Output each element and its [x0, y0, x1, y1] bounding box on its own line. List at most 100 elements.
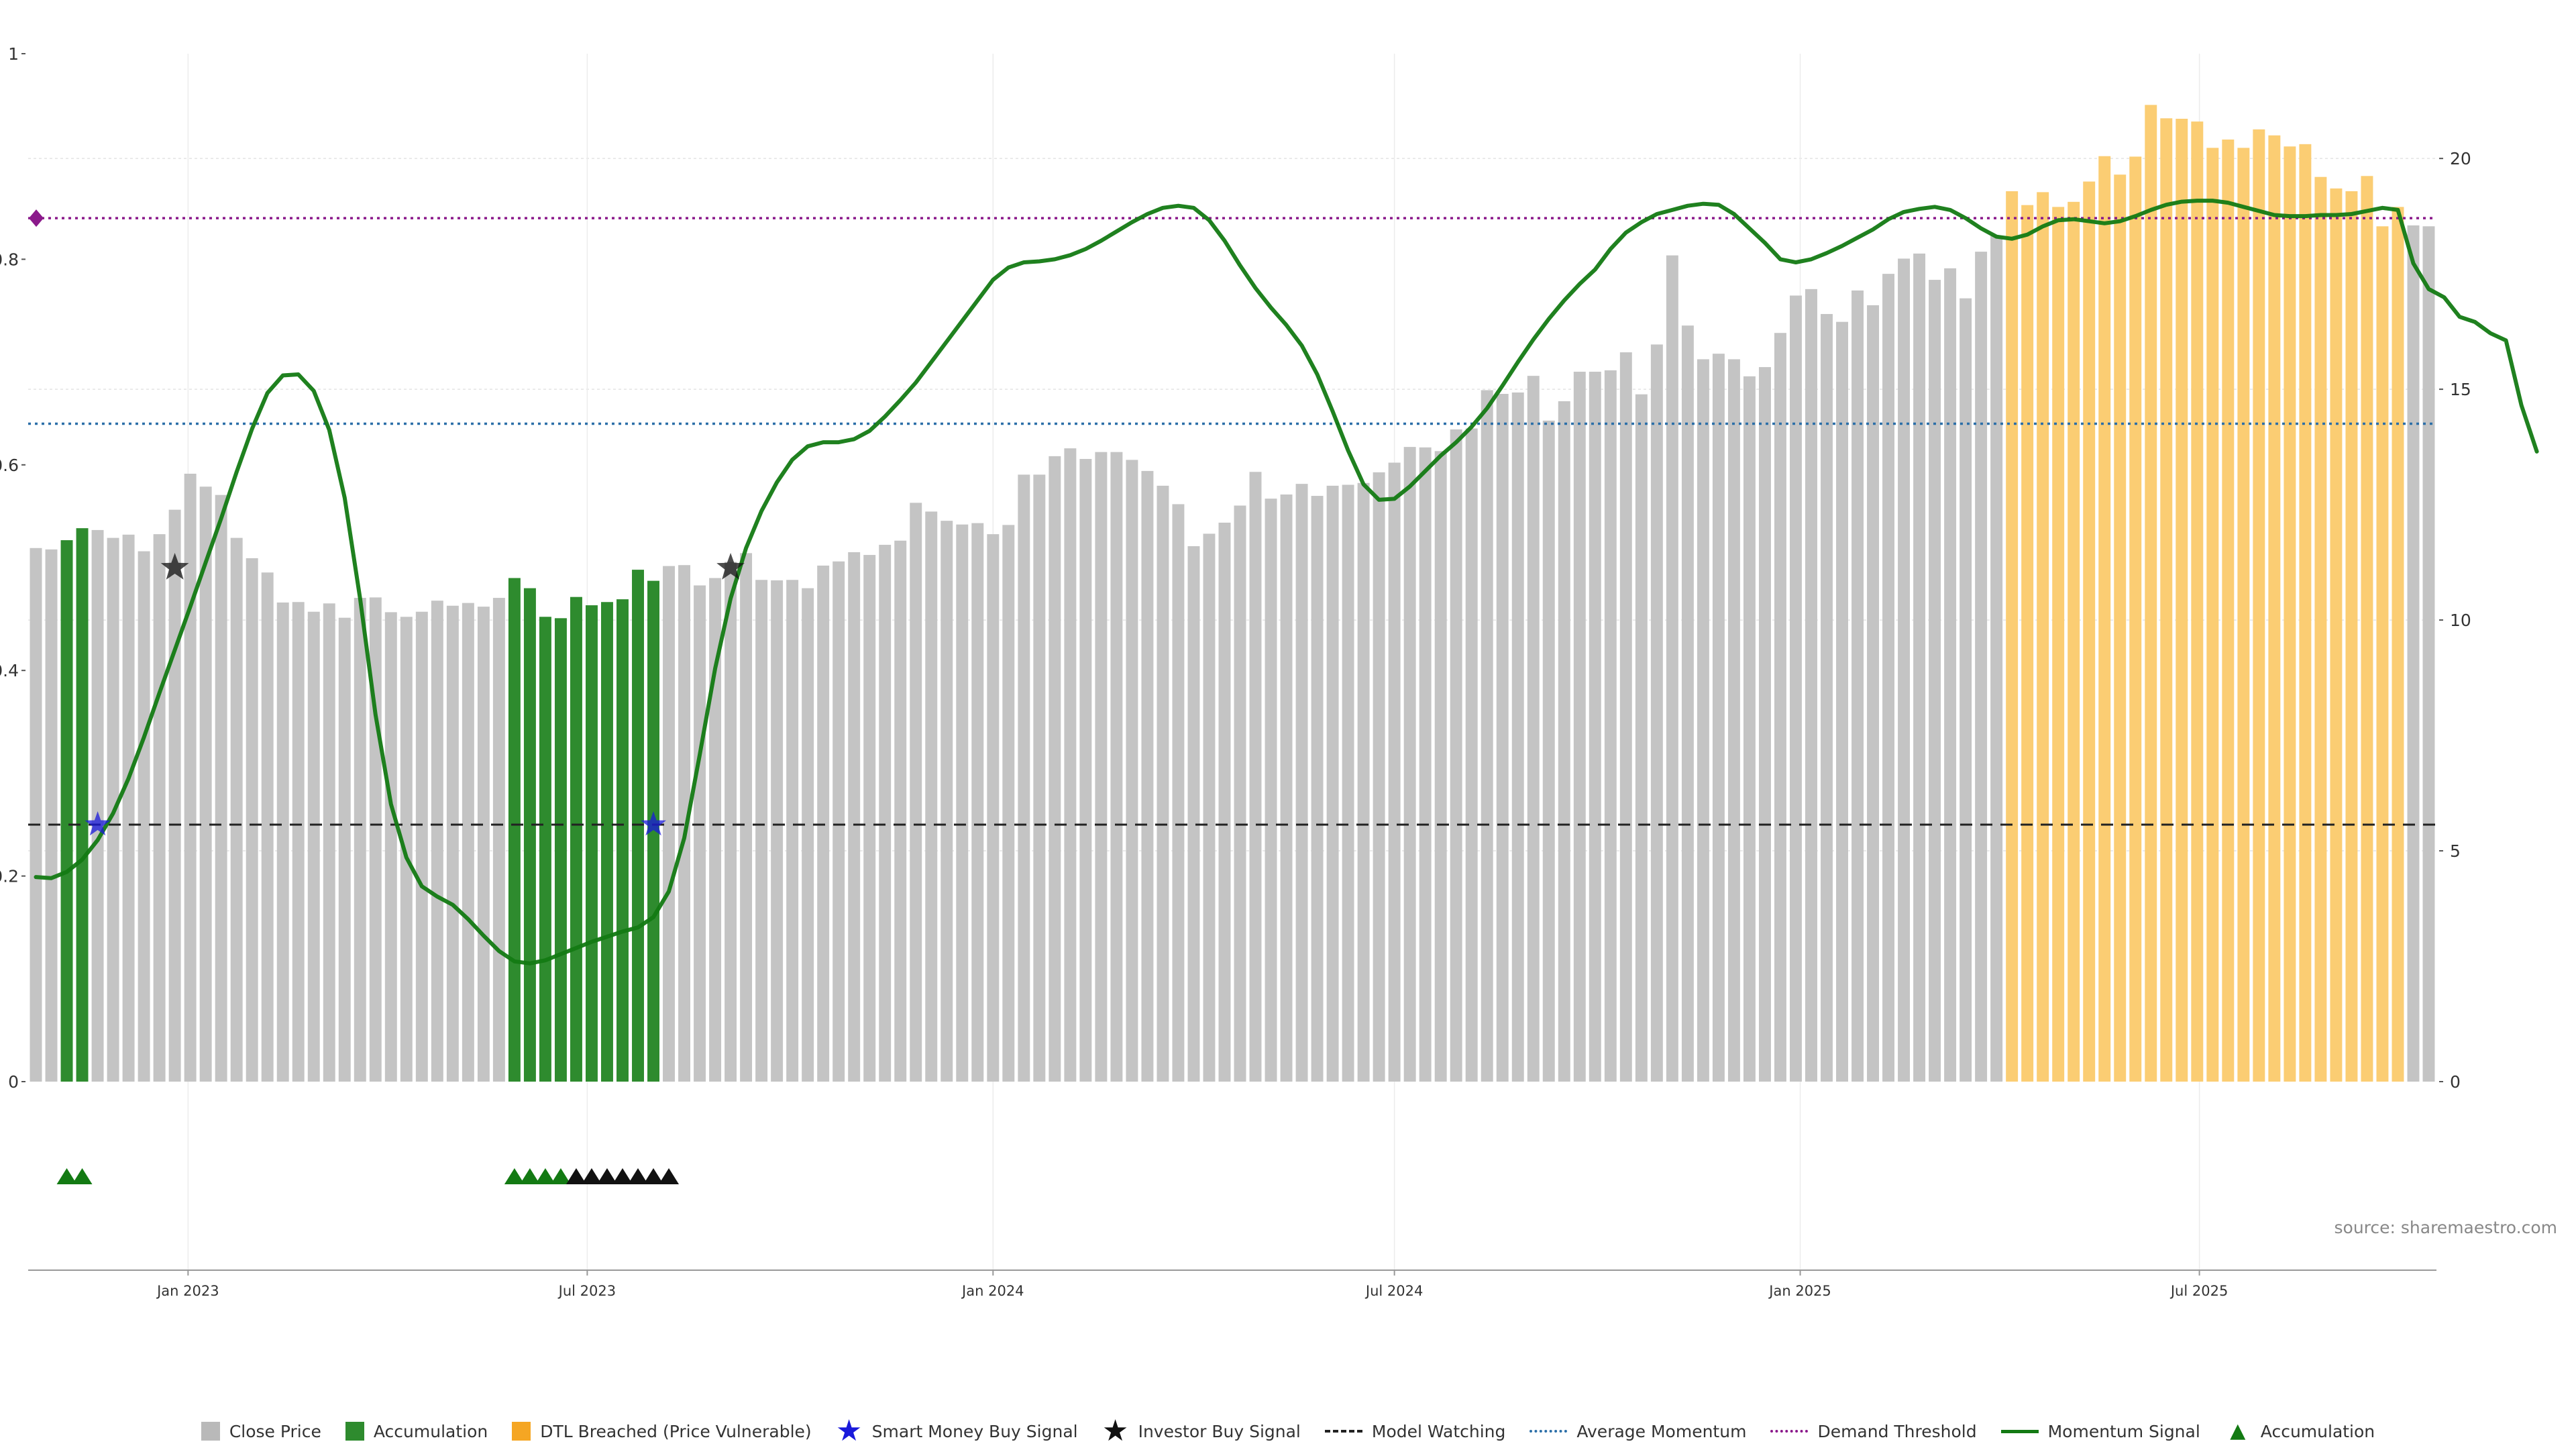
- legend-swatch-square: [512, 1422, 531, 1441]
- price-bar: [1234, 505, 1246, 1082]
- watch-triangle: [628, 1168, 649, 1184]
- price-bar: [199, 486, 212, 1082]
- price-bar: [971, 523, 984, 1082]
- legend-label: Investor Buy Signal: [1138, 1421, 1301, 1441]
- price-bar: [415, 611, 428, 1082]
- y-left-tick-label: 0.4: [0, 661, 19, 680]
- legend-item-model-watching: Model Watching: [1324, 1422, 1505, 1441]
- price-bar: [1079, 458, 1092, 1082]
- price-bar: [1604, 370, 1617, 1082]
- price-bar: [1434, 451, 1447, 1082]
- price-bar: [647, 580, 659, 1082]
- price-bar: [848, 552, 861, 1082]
- price-bar: [2361, 176, 2373, 1082]
- legend-label: Close Price: [229, 1421, 321, 1441]
- legend-swatch-star: ★: [835, 1414, 863, 1448]
- legend-item-accumulation-marker: ▲ Accumulation: [2224, 1421, 2375, 1441]
- x-tick-label: Jan 2025: [1768, 1283, 1831, 1299]
- price-bar: [1342, 484, 1354, 1082]
- price-bar: [307, 611, 320, 1082]
- price-bar: [30, 548, 42, 1082]
- price-bar: [2422, 226, 2435, 1082]
- legend-item-smart-money: ★ Smart Money Buy Signal: [835, 1414, 1078, 1448]
- x-tick-label: Jan 2024: [961, 1283, 1024, 1299]
- x-tick-label: Jul 2023: [557, 1283, 616, 1299]
- price-bar: [215, 495, 227, 1082]
- price-bar: [523, 588, 536, 1082]
- price-bar: [1867, 305, 1880, 1082]
- price-bar: [1836, 321, 1848, 1082]
- price-bar: [941, 521, 953, 1082]
- price-bar: [1558, 401, 1570, 1082]
- price-bar: [678, 565, 691, 1082]
- investor-buy-star: [160, 553, 189, 580]
- price-bar: [2237, 148, 2250, 1082]
- price-bar: [1218, 522, 1231, 1082]
- price-bar: [1758, 367, 1771, 1082]
- price-bar: [2268, 135, 2281, 1082]
- price-bar: [2376, 226, 2389, 1082]
- legend-item-demand-threshold: Demand Threshold: [1770, 1422, 1977, 1441]
- price-bar: [2330, 188, 2343, 1082]
- price-bar: [1913, 253, 1926, 1082]
- price-bar: [694, 585, 706, 1082]
- price-bar: [863, 555, 876, 1082]
- price-bar: [1187, 546, 1200, 1082]
- price-bar: [76, 528, 89, 1082]
- legend-item-accumulation: Accumulation: [345, 1422, 488, 1441]
- price-bar: [1388, 462, 1401, 1082]
- price-bar: [2037, 192, 2049, 1082]
- smart-money-buy-star: [641, 811, 666, 836]
- legend-item-close-price: Close Price: [201, 1422, 321, 1441]
- price-bar: [2314, 176, 2327, 1082]
- price-bar: [1666, 255, 1678, 1082]
- legend-swatch-dashed: [1324, 1430, 1362, 1433]
- price-bar: [585, 605, 598, 1082]
- price-bar: [153, 534, 166, 1082]
- legend-label: Smart Money Buy Signal: [871, 1421, 1078, 1441]
- y-left-tick-label: 1: [8, 44, 19, 64]
- price-bar: [1419, 447, 1432, 1082]
- price-bar: [1326, 485, 1339, 1082]
- price-bar: [1265, 499, 1277, 1082]
- price-bar: [1681, 325, 1694, 1082]
- price-bar: [2129, 156, 2142, 1082]
- price-bar: [570, 597, 582, 1082]
- price-bar: [925, 511, 938, 1082]
- accumulation-triangle: [519, 1168, 540, 1184]
- price-bar: [292, 602, 305, 1082]
- price-bar: [1697, 359, 1709, 1082]
- x-tick-label: Jul 2024: [1364, 1283, 1423, 1299]
- price-bar: [1002, 525, 1015, 1082]
- investor-buy-star: [716, 553, 745, 580]
- watch-triangle: [643, 1168, 664, 1184]
- price-bar: [1049, 456, 1061, 1082]
- price-bar: [1280, 494, 1293, 1082]
- price-bar: [1990, 236, 2003, 1082]
- y-left-tick-label: 0: [8, 1072, 19, 1092]
- price-bar: [956, 524, 969, 1082]
- price-bar: [2160, 118, 2173, 1082]
- price-bar: [2407, 225, 2420, 1082]
- price-bar: [138, 551, 150, 1082]
- price-bar: [184, 474, 197, 1082]
- watch-triangle: [596, 1168, 617, 1184]
- accumulation-triangle: [504, 1168, 525, 1184]
- price-bar: [724, 562, 737, 1082]
- price-bar: [2206, 148, 2219, 1082]
- price-bar: [168, 509, 181, 1082]
- price-bar: [1882, 274, 1895, 1082]
- legend-swatch-square: [345, 1422, 364, 1441]
- price-bar: [2191, 121, 2204, 1082]
- price-bar: [833, 561, 845, 1082]
- price-bar: [462, 603, 474, 1082]
- price-bar: [122, 534, 135, 1082]
- price-bar: [1450, 429, 1462, 1082]
- price-bar: [709, 578, 722, 1082]
- price-bar: [2083, 181, 2096, 1082]
- price-bar: [2253, 129, 2265, 1082]
- price-bar: [2021, 205, 2034, 1082]
- price-bar: [2145, 105, 2157, 1082]
- price-bar: [492, 598, 505, 1082]
